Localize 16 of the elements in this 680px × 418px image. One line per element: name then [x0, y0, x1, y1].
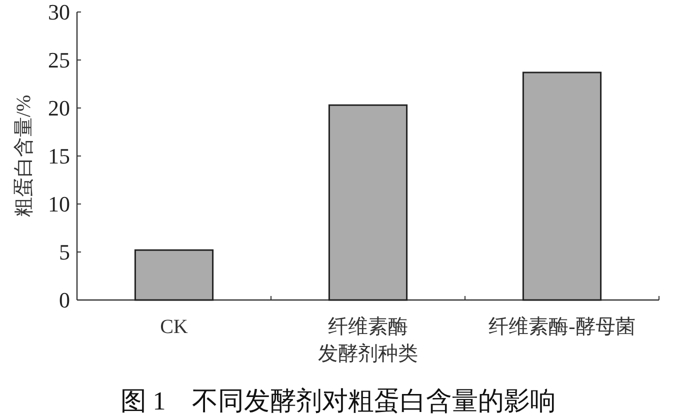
y-tick-label: 10 [48, 192, 70, 216]
bar [134, 249, 214, 301]
x-tick-label: CK [160, 316, 188, 338]
y-tick-label: 20 [48, 96, 70, 120]
bar [522, 72, 602, 301]
y-tick-label: 25 [48, 48, 70, 72]
y-tick-label: 0 [59, 288, 70, 312]
y-tick-label: 5 [59, 240, 70, 264]
y-tick-label: 30 [48, 0, 70, 24]
x-tick-label: 纤维素酶 [328, 316, 408, 338]
x-tick-label: 纤维素酶-酵母菌 [488, 316, 636, 338]
bar [328, 104, 408, 301]
x-axis-title: 发酵剂种类 [318, 343, 418, 365]
y-axis-title: 粗蛋白含量/% [13, 94, 35, 218]
y-tick-label: 15 [48, 144, 70, 168]
text: 图 1 不同发酵剂对粗蛋白含量的影响 [120, 386, 556, 416]
